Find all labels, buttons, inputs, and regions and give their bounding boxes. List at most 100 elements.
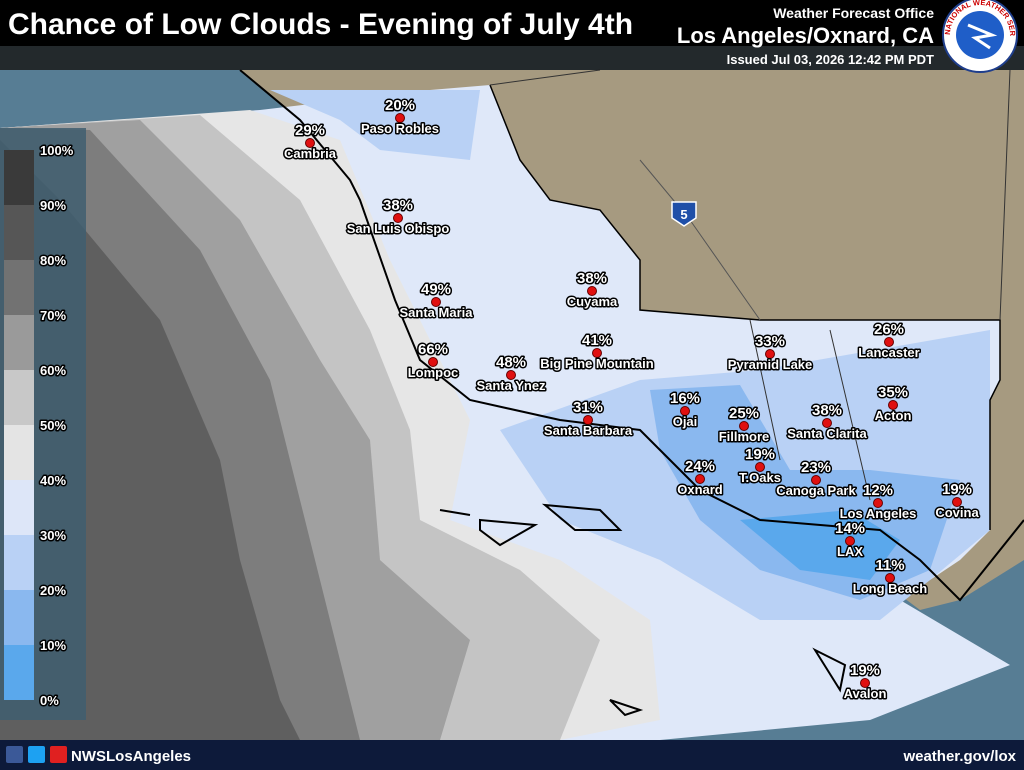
legend-swatch	[4, 480, 34, 535]
station-chance: 19%	[745, 446, 775, 463]
station-chance: 38%	[577, 270, 607, 287]
header-bar	[0, 0, 1024, 46]
title: Chance of Low Clouds - Evening of July 4…	[8, 8, 633, 41]
station-name: Avalon	[844, 686, 887, 701]
station-name: LAX	[837, 544, 863, 559]
station-name: San Luis Obispo	[347, 221, 450, 236]
station-dot	[755, 462, 765, 472]
logo-inner	[956, 11, 1004, 59]
legend: 100% 90% 80% 70% 60% 50% 40% 30% 20% 10% 0%	[4, 142, 75, 710]
facebook-icon[interactable]	[6, 746, 23, 763]
legend-label: 40%	[40, 473, 66, 488]
station-name: Cambria	[284, 146, 337, 161]
station-dot	[587, 286, 597, 296]
legend-swatch	[4, 425, 34, 480]
station-chance: 26%	[874, 321, 904, 338]
station-dot	[583, 415, 593, 425]
station-chance: 19%	[942, 481, 972, 498]
legend-label: 0%	[40, 693, 59, 708]
station-name: Fillmore	[719, 429, 770, 444]
legend-swatch	[4, 535, 34, 590]
station-chance: 16%	[670, 390, 700, 407]
stations: 29% Cambria 20% Paso Robles 38% San Luis Obis…	[282, 96, 980, 703]
legend-swatch	[4, 590, 34, 645]
station-dot	[506, 370, 516, 380]
location: Los Angeles/Oxnard, CA	[677, 23, 934, 48]
station-dot	[811, 475, 821, 485]
station-name: Santa Maria	[400, 305, 474, 320]
station-dot	[884, 337, 894, 347]
station-chance: 66%	[418, 341, 448, 358]
station-chance: 20%	[385, 97, 415, 114]
station-name: Santa Barbara	[544, 423, 633, 438]
station-dot	[845, 536, 855, 546]
station-dot	[428, 357, 438, 367]
station-dot	[305, 138, 315, 148]
station-chance: 35%	[878, 384, 908, 401]
footer-bar	[0, 740, 1024, 770]
station-dot	[393, 213, 403, 223]
station-dot	[395, 113, 405, 123]
station-dot	[822, 418, 832, 428]
legend-swatch	[4, 315, 34, 370]
interstate-shield	[671, 201, 697, 227]
station-dot	[592, 348, 602, 358]
twitter-icon[interactable]	[28, 746, 45, 763]
legend-swatch	[4, 260, 34, 315]
station-name: Lompoc	[408, 365, 459, 380]
station-chance: 24%	[685, 458, 715, 475]
station-name: T.Oaks	[739, 470, 781, 485]
border	[489, 69, 1011, 501]
station-chance: 12%	[863, 482, 893, 499]
station-dot	[695, 474, 705, 484]
station-dot	[873, 498, 883, 508]
station-name: Lancaster	[858, 345, 919, 360]
station-name: Ojai	[673, 414, 698, 429]
legend-swatch	[4, 370, 34, 425]
legend-label: 20%	[40, 583, 66, 598]
station-chance: 14%	[835, 520, 865, 537]
station-chance: 19%	[850, 662, 880, 679]
legend-swatch	[4, 205, 34, 260]
station-name: Cuyama	[567, 294, 618, 309]
station-name: Pyramid Lake	[728, 357, 813, 372]
station-chance: 33%	[755, 333, 785, 350]
station-chance: 48%	[496, 354, 526, 371]
legend-label: 100%	[40, 143, 74, 158]
station-dot	[680, 406, 690, 416]
legend-label: 10%	[40, 638, 66, 653]
station-name: Canoga Park	[776, 483, 856, 498]
station-dot	[860, 678, 870, 688]
station-name: Long Beach	[853, 581, 927, 596]
station-chance: 41%	[582, 332, 612, 349]
station-name: Santa Clarita	[787, 426, 867, 441]
legend-label: 60%	[40, 363, 66, 378]
station-name: Acton	[875, 408, 912, 423]
station-chance: 23%	[801, 459, 831, 476]
header-strip	[0, 46, 1024, 70]
station-dot	[885, 573, 895, 583]
station-name: Paso Robles	[361, 121, 439, 136]
station-name: Santa Ynez	[476, 378, 546, 393]
legend-swatch	[4, 645, 34, 700]
legend-label: 80%	[40, 253, 66, 268]
youtube-icon[interactable]	[50, 746, 67, 763]
legend-label: 30%	[40, 528, 66, 543]
station-chance: 25%	[729, 405, 759, 422]
station-chance: 29%	[295, 122, 325, 139]
station-name: Big Pine Mountain	[540, 356, 653, 371]
station-chance: 38%	[383, 197, 413, 214]
station-dot	[952, 497, 962, 507]
station-name: Covina	[935, 505, 979, 520]
station-chance: 11%	[875, 557, 904, 574]
logo-bolt	[967, 23, 998, 50]
station-dot	[765, 349, 775, 359]
station-chance: 38%	[812, 402, 842, 419]
zone-30	[270, 90, 480, 160]
interstate-label: 5	[680, 207, 687, 222]
legend-swatch	[4, 150, 34, 205]
station-name: Oxnard	[677, 482, 723, 497]
coastline	[239, 69, 1024, 602]
station-dot	[739, 421, 749, 431]
